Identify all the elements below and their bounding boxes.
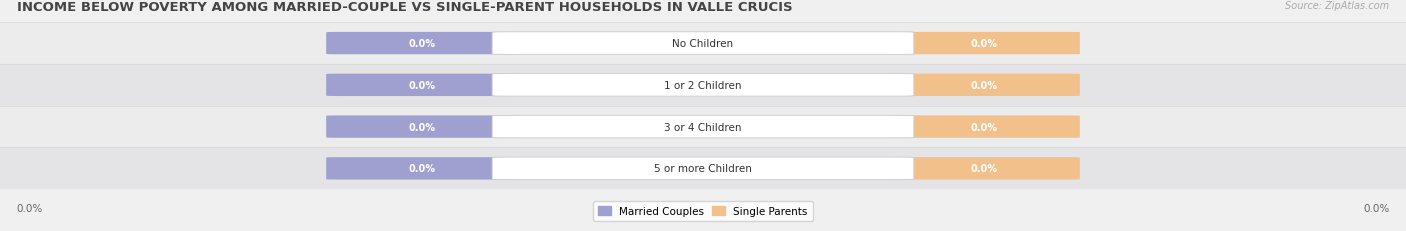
Bar: [0, 106, 1406, 148]
FancyBboxPatch shape: [492, 157, 914, 180]
Text: 0.0%: 0.0%: [970, 164, 998, 174]
Text: 0.0%: 0.0%: [408, 39, 436, 49]
Text: 0.0%: 0.0%: [970, 39, 998, 49]
Legend: Married Couples, Single Parents: Married Couples, Single Parents: [593, 201, 813, 221]
Text: 0.0%: 0.0%: [408, 164, 436, 174]
Text: 0.0%: 0.0%: [408, 122, 436, 132]
FancyBboxPatch shape: [889, 33, 1080, 55]
Bar: [0, 65, 1406, 106]
Text: 3 or 4 Children: 3 or 4 Children: [664, 122, 742, 132]
Text: No Children: No Children: [672, 39, 734, 49]
Text: 0.0%: 0.0%: [408, 80, 436, 91]
FancyBboxPatch shape: [889, 74, 1080, 97]
FancyBboxPatch shape: [889, 158, 1080, 180]
Text: 5 or more Children: 5 or more Children: [654, 164, 752, 174]
FancyBboxPatch shape: [889, 116, 1080, 138]
FancyBboxPatch shape: [492, 33, 914, 55]
Bar: [0, 148, 1406, 189]
FancyBboxPatch shape: [492, 74, 914, 97]
Text: 1 or 2 Children: 1 or 2 Children: [664, 80, 742, 91]
Text: Source: ZipAtlas.com: Source: ZipAtlas.com: [1285, 1, 1389, 11]
Bar: [0, 23, 1406, 65]
Text: 0.0%: 0.0%: [970, 80, 998, 91]
FancyBboxPatch shape: [492, 116, 914, 138]
FancyBboxPatch shape: [326, 158, 517, 180]
Text: 0.0%: 0.0%: [1362, 203, 1389, 213]
FancyBboxPatch shape: [326, 116, 517, 138]
Text: 0.0%: 0.0%: [17, 203, 44, 213]
Text: 0.0%: 0.0%: [970, 122, 998, 132]
FancyBboxPatch shape: [326, 33, 517, 55]
Text: INCOME BELOW POVERTY AMONG MARRIED-COUPLE VS SINGLE-PARENT HOUSEHOLDS IN VALLE C: INCOME BELOW POVERTY AMONG MARRIED-COUPL…: [17, 1, 793, 14]
FancyBboxPatch shape: [326, 74, 517, 97]
